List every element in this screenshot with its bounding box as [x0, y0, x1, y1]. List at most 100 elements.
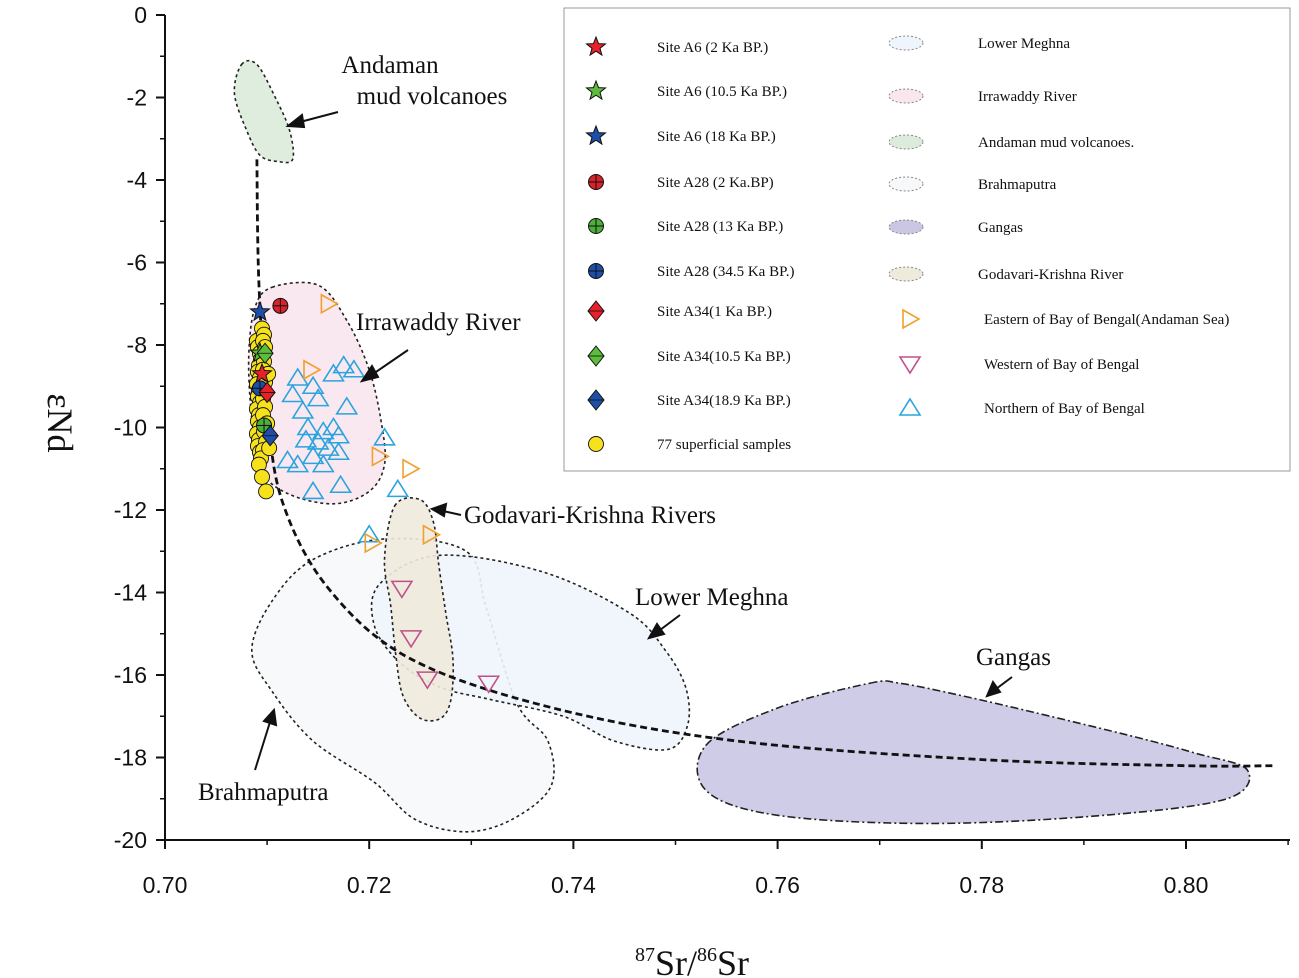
legend-label-site-a28-2-ka-bp: Site A28 (2 Ka.BP): [657, 175, 774, 191]
legend-label-site-a6-18-ka-bp: Site A6 (18 Ka BP.): [657, 129, 776, 145]
arrow-meghna: [646, 614, 681, 640]
legend-label-northern-of-bay-of-bengal: Northern of Bay of Bengal: [984, 401, 1145, 417]
legend-marker-andaman-mud-volcanoes: [888, 134, 924, 150]
region-lower-meghna: [370, 554, 691, 751]
point-77-superficial-samples-35: [258, 483, 275, 500]
point-site-a34-10-5-ka-bp-0: [256, 342, 274, 365]
legend-item-site-a6-10-5-ka-bp: Site A6 (10.5 Ka BP.): [585, 79, 787, 101]
region-godavari-krishna-river: [383, 496, 455, 722]
point-eastern-of-bay-of-bengal-andaman-sea-4: [422, 524, 442, 546]
x-tick-label: 0.78: [959, 872, 1004, 898]
legend-marker-northern-of-bay-of-bengal: [898, 397, 922, 416]
legend: Site A6 (2 Ka BP.) Site A6 (10.5 Ka BP.) S…: [563, 7, 1291, 472]
annotation-brahmaputra: Brahmaputra: [198, 779, 329, 806]
legend-label-site-a6-10-5-ka-bp: Site A6 (10.5 Ka BP.): [657, 84, 787, 100]
point-northern-of-bay-of-bengal-16: [301, 445, 325, 465]
annotation-andaman-line2: mud volcanoes: [357, 83, 508, 110]
point-northern-of-bay-of-bengal-3: [281, 383, 305, 403]
y-axis-label: εNd: [40, 393, 80, 452]
y-tick-label: -12: [114, 497, 147, 523]
legend-marker-gangas: [888, 219, 924, 235]
y-tick-label: -20: [114, 827, 147, 853]
point-northern-of-bay-of-bengal-13: [294, 429, 318, 448]
annotation-andaman-line1: Andaman: [341, 52, 439, 79]
x-label-iso2-mass: 86: [697, 944, 717, 966]
x-tick-label: 0.80: [1164, 872, 1209, 898]
x-label-iso1: Sr: [655, 943, 687, 978]
point-northern-of-bay-of-bengal-22: [329, 474, 353, 494]
point-site-a6-2-ka-bp-0: [251, 362, 273, 384]
data-points: [248, 293, 501, 694]
legend-marker-site-a28-34-5-ka-bp: [588, 263, 604, 279]
x-axis-label: 87Sr/86Sr: [635, 943, 749, 978]
point-western-of-bay-of-bengal-1: [399, 630, 423, 649]
point-northern-of-bay-of-bengal-18: [327, 441, 351, 461]
annotation-godavari: Godavari-Krishna Rivers: [464, 502, 716, 529]
legend-label-77-superficial-samples: 77 superficial samples: [657, 437, 791, 453]
point-northern-of-bay-of-bengal-8: [335, 396, 359, 415]
legend-item-site-a28-34-5-ka-bp: Site A28 (34.5 Ka BP.): [588, 263, 795, 280]
legend-item-gangas: Gangas: [888, 219, 1023, 236]
legend-label-site-a28-13-ka-bp: Site A28 (13 Ka BP.): [657, 219, 783, 235]
legend-label-andaman-mud-volcanoes: Andaman mud volcanoes.: [978, 135, 1134, 151]
y-tick-label: -10: [114, 415, 147, 441]
legend-label-brahmaputra: Brahmaputra: [978, 177, 1057, 193]
arrow-irrawaddy: [359, 349, 409, 383]
legend-marker-irrawaddy-river: [888, 88, 924, 104]
point-northern-of-bay-of-bengal-21: [301, 480, 325, 500]
legend-label-site-a34-1-ka-bp: Site A34(1 Ka BP.): [657, 304, 772, 320]
point-northern-of-bay-of-bengal-17: [311, 454, 335, 473]
x-label-iso1-mass: 87: [635, 944, 655, 966]
point-site-a34-1-ka-bp-0: [258, 381, 276, 404]
legend-item-lower-meghna: Lower Meghna: [888, 35, 1070, 52]
region-andaman-mud-volcanoes: [233, 59, 295, 164]
y-tick-label: -18: [114, 745, 147, 771]
legend-marker-eastern-of-bay-of-bengal-andaman-sea: [902, 308, 921, 330]
legend-item-site-a34-10-5-ka-bp: Site A34(10.5 Ka BP.): [587, 345, 791, 367]
point-eastern-of-bay-of-bengal-andaman-sea-2: [371, 446, 391, 467]
legend-label-western-of-bay-of-bengal: Western of Bay of Bengal: [984, 357, 1139, 373]
point-northern-of-bay-of-bengal-1: [301, 375, 325, 395]
point-northern-of-bay-of-bengal-19: [286, 454, 310, 473]
legend-item-irrawaddy-river: Irrawaddy River: [888, 88, 1077, 105]
x-tick-label: 0.74: [551, 872, 596, 898]
legend-marker-site-a28-13-ka-bp: [588, 218, 604, 234]
annotation-meghna: Lower Meghna: [635, 584, 788, 611]
legend-marker-godavari-krishna-river: [888, 266, 924, 282]
legend-box: [563, 7, 1291, 472]
x-label-iso2: Sr: [717, 943, 749, 978]
legend-marker-site-a34-1-ka-bp: [587, 300, 605, 322]
legend-item-site-a34-18-9-ka-bp: Site A34(18.9 Ka BP.): [587, 389, 791, 411]
point-northern-of-bay-of-bengal-24: [386, 478, 410, 498]
point-site-a28-2-ka-bp-0: [272, 297, 289, 314]
legend-label-site-a6-2-ka-bp: Site A6 (2 Ka BP.): [657, 40, 768, 56]
point-northern-of-bay-of-bengal-2: [306, 388, 330, 407]
point-eastern-of-bay-of-bengal-andaman-sea-5: [364, 532, 383, 554]
y-tick-label: -2: [127, 85, 147, 111]
y-tick-label: -8: [127, 332, 147, 358]
x-tick-label: 0.76: [755, 872, 800, 898]
x-label-slash: /: [687, 943, 697, 978]
legend-marker-site-a28-2-ka-bp: [588, 174, 604, 190]
arrow-andaman: [285, 111, 339, 129]
annotations: Andaman mud volcanoes Irrawaddy River Go…: [198, 52, 1051, 806]
y-tick-label: 0: [134, 2, 147, 28]
legend-label-site-a28-34-5-ka-bp: Site A28 (34.5 Ka BP.): [657, 264, 795, 280]
legend-item-site-a6-2-ka-bp: Site A6 (2 Ka BP.): [585, 35, 768, 57]
point-northern-of-bay-of-bengal-7: [322, 363, 345, 382]
point-eastern-of-bay-of-bengal-andaman-sea-1: [303, 359, 322, 381]
legend-label-godavari-krishna-river: Godavari-Krishna River: [978, 267, 1123, 283]
point-northern-of-bay-of-bengal-15: [316, 437, 340, 456]
legend-marker-77-superficial-samples: [588, 436, 604, 452]
point-northern-of-bay-of-bengal-20: [276, 449, 299, 469]
legend-marker-site-a34-10-5-ka-bp: [587, 345, 605, 367]
annotation-arrows: [254, 111, 1013, 771]
point-northern-of-bay-of-bengal-23: [373, 427, 396, 446]
point-western-of-bay-of-bengal-2: [415, 671, 439, 690]
legend-marker-site-a6-10-5-ka-bp: [585, 79, 607, 101]
legend-item-site-a34-1-ka-bp: Site A34(1 Ka BP.): [587, 300, 772, 322]
axes: 0 -2 -4 -6 -8 -10 -12 -14 -16 -18 -20 0.70 0.72 0.74 0…: [114, 2, 1290, 898]
point-northern-of-bay-of-bengal-5: [332, 355, 356, 374]
legend-label-site-a34-10-5-ka-bp: Site A34(10.5 Ka BP.): [657, 349, 791, 365]
